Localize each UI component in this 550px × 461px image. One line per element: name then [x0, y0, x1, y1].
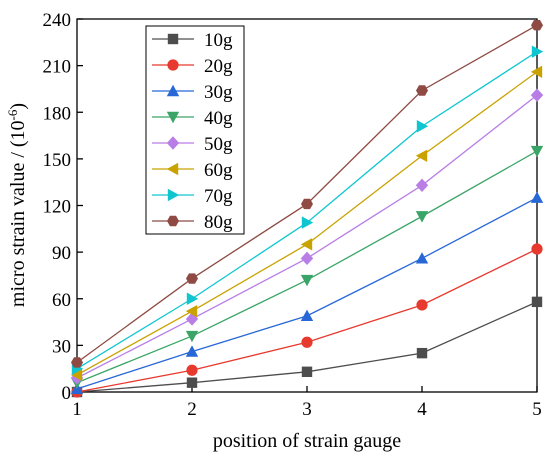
y-tick-label: 150 [43, 150, 72, 171]
series-60g [70, 65, 543, 382]
data-point-80g [531, 20, 543, 31]
data-point-10g [416, 347, 428, 359]
legend-marker-30g [166, 84, 180, 97]
y-tick-label: 180 [43, 103, 72, 124]
legend-marker-40g [166, 111, 180, 124]
y-tick-label: 60 [52, 290, 71, 311]
legend-label-80g: 80g [204, 212, 233, 233]
legend-label-70g: 70g [204, 186, 233, 207]
legend-item-50g: 50g [152, 134, 233, 155]
series-80g [71, 20, 543, 368]
legend-item-20g: 20g [152, 56, 233, 77]
data-point-70g [416, 120, 429, 133]
series-20g [71, 243, 543, 398]
y-axis-title-main: micro strain value / (10 [7, 120, 29, 307]
legend-marker-10g [167, 33, 179, 45]
data-point-20g [301, 336, 313, 348]
legend-marker-60g [166, 162, 179, 176]
data-point-20g [186, 364, 198, 376]
y-axis-title-close: ) [7, 103, 29, 110]
legend-box [145, 25, 245, 235]
data-point-60g [415, 149, 428, 162]
legend-item-30g: 30g [152, 82, 233, 103]
x-tick-label: 3 [302, 399, 312, 420]
data-point-60g [530, 65, 543, 79]
legend-label-20g: 20g [204, 56, 233, 77]
data-point-10g [301, 366, 313, 377]
data-point-30g [300, 309, 314, 322]
x-tick-label: 4 [417, 399, 427, 420]
legend-label-50g: 50g [204, 134, 233, 155]
data-point-40g [300, 274, 314, 287]
legend-item-60g: 60g [152, 160, 233, 181]
data-point-50g [300, 251, 314, 266]
legend-label-40g: 40g [204, 108, 233, 129]
legend-item-70g: 70g [152, 186, 233, 207]
legend-label-30g: 30g [204, 82, 233, 103]
x-tick-label: 1 [72, 399, 82, 420]
data-point-80g [416, 85, 428, 96]
data-point-60g [185, 304, 198, 318]
data-point-20g [531, 243, 543, 255]
data-point-80g [186, 273, 198, 284]
y-tick-label: 240 [43, 10, 72, 31]
y-tick-label: 120 [43, 197, 72, 218]
legend-item-80g: 80g [152, 212, 233, 233]
data-point-40g [530, 145, 544, 158]
legend-marker-80g [167, 215, 179, 227]
y-tick-label: 210 [43, 57, 72, 78]
x-tick-label: 5 [532, 399, 542, 420]
x-axis-title: position of strain gauge [213, 430, 401, 452]
y-axis-title-exponent: -6 [5, 109, 20, 120]
series-layer [70, 20, 544, 398]
data-point-40g [415, 211, 429, 223]
data-point-50g [415, 178, 429, 192]
series-40g [70, 145, 544, 389]
data-point-60g [70, 368, 83, 382]
data-point-80g [71, 357, 83, 368]
legend: 10g 20g 30g 40g 50g 60g 70g 80g [145, 25, 245, 235]
data-point-30g [530, 191, 544, 203]
data-point-40g [185, 330, 199, 343]
data-point-10g [186, 377, 198, 388]
legend-label-10g: 10g [204, 30, 233, 51]
x-tick-label: 2 [187, 399, 197, 420]
data-point-20g [416, 299, 428, 311]
axes: 1 2 3 4 5 0 30 60 90 120 150 180 210 240 [43, 10, 542, 420]
series-70g [71, 45, 544, 375]
data-point-30g [415, 252, 429, 264]
y-axis-title: micro strain value / (10-6) [5, 103, 29, 307]
data-point-70g [301, 216, 314, 229]
data-point-50g [530, 88, 544, 102]
data-point-10g [531, 296, 543, 308]
legend-marker-20g [167, 59, 179, 71]
data-point-70g [531, 45, 544, 58]
legend-marker-70g [167, 188, 180, 202]
y-tick-label: 90 [52, 243, 71, 264]
data-point-80g [301, 198, 313, 210]
legend-label-60g: 60g [204, 160, 233, 181]
legend-item-40g: 40g [152, 108, 233, 129]
series-30g [70, 191, 544, 395]
data-point-30g [185, 345, 199, 357]
y-tick-label: 30 [52, 336, 71, 357]
data-point-60g [300, 238, 313, 251]
data-point-70g [186, 292, 199, 305]
legend-marker-50g [166, 136, 180, 150]
y-tick-label: 0 [62, 383, 72, 404]
legend-item-10g: 10g [152, 30, 233, 51]
